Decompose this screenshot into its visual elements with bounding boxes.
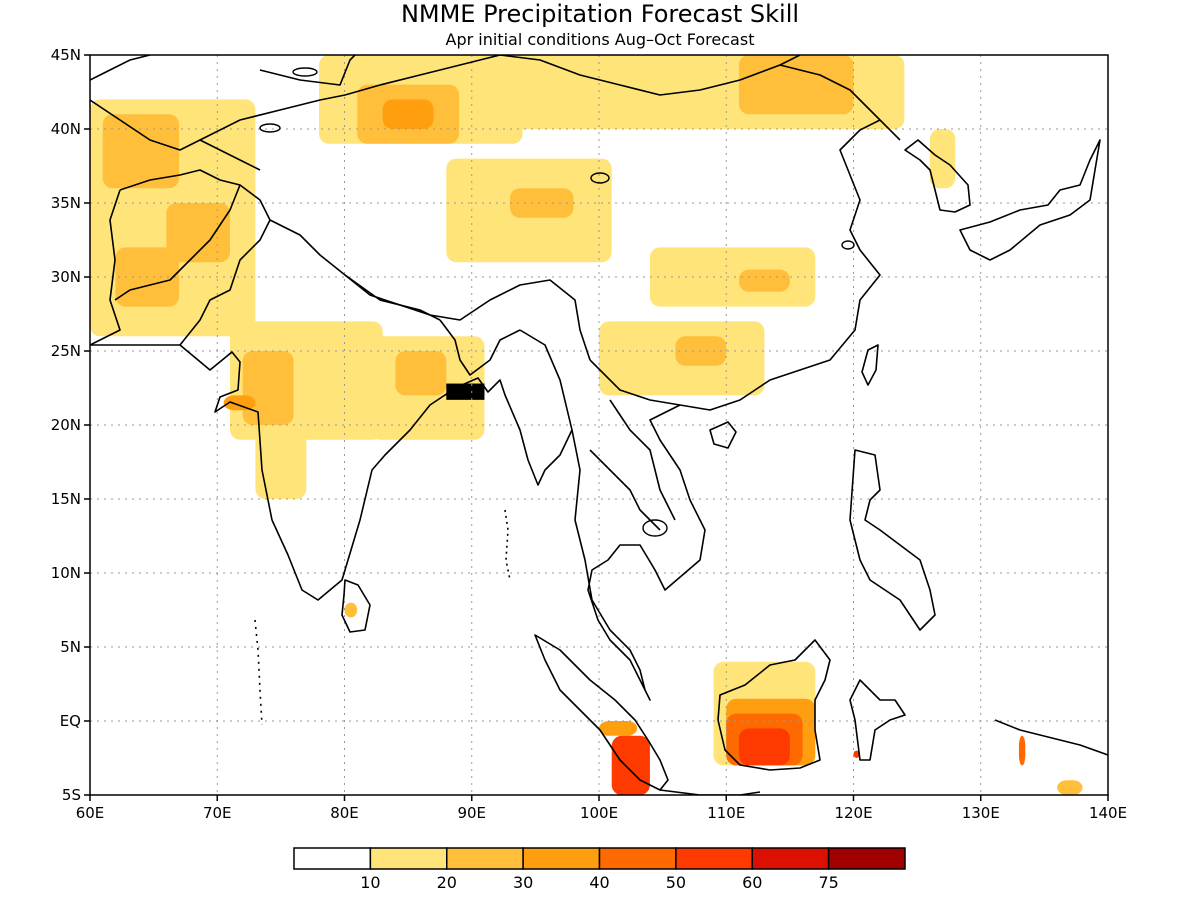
skill-region-xinjiang-peak xyxy=(382,99,434,129)
skill-region-india-north-core xyxy=(395,351,447,396)
coast-borneo xyxy=(717,639,831,771)
y-tick-label: 5N xyxy=(60,638,81,656)
map-plot-area: 60E 70E 80E 90E 100E 110E 120E 130E 140E 45N 40N 3… xyxy=(51,46,1127,822)
coast-new-guinea xyxy=(994,719,1108,756)
colorbar-swatch xyxy=(675,847,753,870)
y-tick-label: 30N xyxy=(51,268,81,286)
colorbar-swatch xyxy=(369,847,448,870)
skill-region-india-south xyxy=(255,425,307,499)
coast-indochina xyxy=(571,119,881,701)
colorbar-label: 40 xyxy=(589,873,609,892)
colorbar-label: 75 xyxy=(818,873,838,892)
x-tick-label: 100E xyxy=(580,804,618,822)
colorbar-label: 50 xyxy=(666,873,686,892)
skill-region-india-west-core xyxy=(242,351,294,425)
lake-taihu xyxy=(841,240,855,250)
chart-subtitle: Apr initial conditions Aug–Oct Forecast xyxy=(446,30,755,49)
coast-hainan xyxy=(709,421,737,449)
y-tick-label: 45N xyxy=(51,46,81,64)
border-central-asia-3 xyxy=(119,169,271,221)
skill-region-borneo-l4 xyxy=(738,728,790,766)
coast-fill-bangladesh-coast xyxy=(446,383,485,400)
border-bangladesh xyxy=(439,319,521,376)
y-tick-label: 20N xyxy=(51,416,81,434)
skill-region-central-china-core xyxy=(738,269,790,292)
lake-tonle-sap xyxy=(642,519,668,537)
skill-region-korea xyxy=(929,129,956,189)
coast-philippines xyxy=(849,449,936,631)
x-tick-label: 90E xyxy=(457,804,486,822)
skill-region-sumatra-south xyxy=(599,721,638,736)
coast-sumatra xyxy=(534,634,669,791)
border-iran-afghan xyxy=(90,189,121,346)
colorbar-label: 20 xyxy=(437,873,457,892)
border-china-se xyxy=(589,359,681,406)
border-central-asia-1 xyxy=(90,55,151,81)
border-china-russia xyxy=(779,55,801,66)
y-tick-label: 35N xyxy=(51,194,81,212)
y-axis-ticks: 45N 40N 35N 30N 25N 20N 15N 10N 5N EQ 5S xyxy=(51,46,90,804)
x-tick-label: 120E xyxy=(834,804,872,822)
y-tick-label: 25N xyxy=(51,342,81,360)
border-myanmar xyxy=(519,329,573,431)
coast-korea xyxy=(904,139,971,213)
colorbar: 10 20 30 40 50 60 75 xyxy=(293,847,906,892)
x-tick-label: 60E xyxy=(76,804,105,822)
border-laos xyxy=(609,399,676,521)
y-tick-label: 10N xyxy=(51,564,81,582)
skill-region-mongolia-core xyxy=(738,55,854,115)
colorbar-swatch xyxy=(446,847,524,870)
coast-java xyxy=(659,789,761,795)
coastlines xyxy=(90,55,1108,795)
border-himalaya xyxy=(269,219,591,361)
skill-region-sumatra-tip xyxy=(611,735,650,795)
border-china-mongolia xyxy=(344,55,901,141)
skill-region-gujarat-peak xyxy=(223,395,256,411)
coast-maldives xyxy=(254,619,263,726)
chart-title: NMME Precipitation Forecast Skill xyxy=(401,0,799,28)
coast-sulawesi xyxy=(849,679,906,761)
coast-japan xyxy=(959,139,1101,261)
border-central-asia-2 xyxy=(90,99,261,171)
x-tick-label: 140E xyxy=(1089,804,1127,822)
border-kyrgyz xyxy=(199,94,346,141)
colorbar-swatch xyxy=(293,847,372,870)
lake-issyk xyxy=(259,123,281,133)
skill-region-sri-lanka xyxy=(344,602,358,618)
skill-region-new-guinea-west xyxy=(1018,735,1026,766)
border-india-pakistan xyxy=(179,219,271,346)
lake-qinghai xyxy=(590,172,610,184)
colorbar-swatch xyxy=(827,847,906,870)
y-tick-label: 5S xyxy=(62,786,81,804)
coast-india xyxy=(90,344,573,601)
coast-taiwan xyxy=(861,344,879,386)
x-tick-label: 130E xyxy=(962,804,1000,822)
lakes xyxy=(259,67,855,537)
border-nepal xyxy=(344,274,441,321)
colorbar-label: 10 xyxy=(360,873,380,892)
border-kazakh-china xyxy=(259,55,356,86)
colorbar-swatch xyxy=(751,847,830,870)
colorbar-swatch xyxy=(522,847,601,870)
colorbar-swatch xyxy=(598,847,677,870)
x-tick-label: 70E xyxy=(203,804,232,822)
skill-region-tibet-core xyxy=(509,188,574,218)
border-afghan-pak xyxy=(114,184,241,301)
x-axis-ticks: 60E 70E 80E 90E 100E 110E 120E 130E 140E xyxy=(76,795,1127,822)
colorbar-label: 60 xyxy=(742,873,762,892)
x-tick-label: 80E xyxy=(330,804,359,822)
skill-region-new-guinea-south xyxy=(1057,780,1083,795)
lake-balkhash xyxy=(292,67,318,77)
x-tick-label: 110E xyxy=(707,804,745,822)
y-tick-label: EQ xyxy=(60,712,81,730)
colorbar-label: 30 xyxy=(513,873,533,892)
coast-andaman xyxy=(504,509,511,581)
skill-region-kazakh-core xyxy=(102,114,180,189)
border-thai-cambodia xyxy=(589,449,661,531)
y-tick-label: 40N xyxy=(51,120,81,138)
y-tick-label: 15N xyxy=(51,490,81,508)
skill-region-afghan-band xyxy=(166,203,230,263)
coast-sri-lanka xyxy=(341,579,371,633)
